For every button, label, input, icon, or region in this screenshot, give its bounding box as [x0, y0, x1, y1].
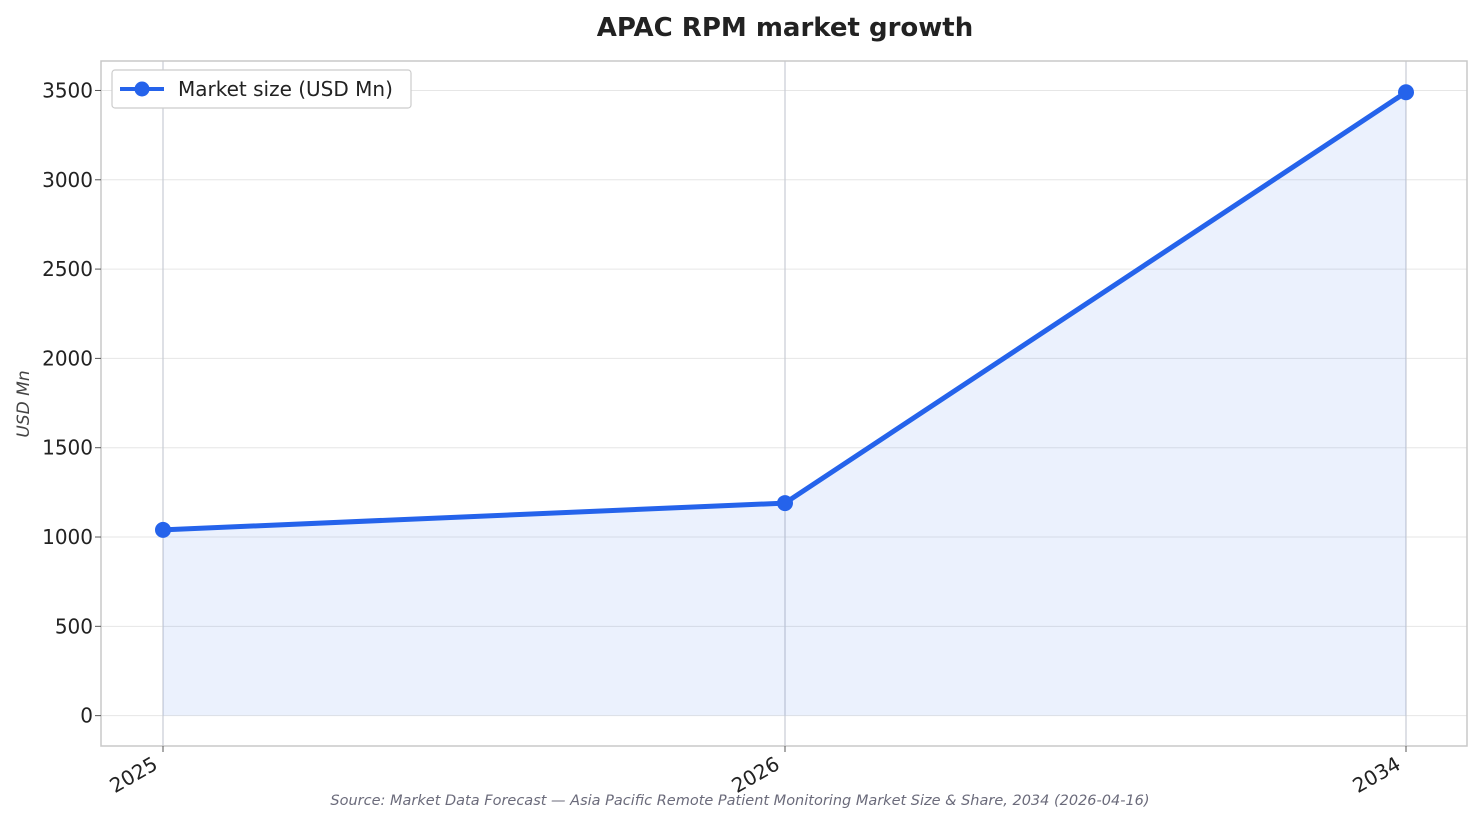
y-tick-label: 2000: [42, 346, 93, 370]
data-point: [777, 495, 793, 512]
source-note: Source: Market Data Forecast — Asia Paci…: [330, 793, 1149, 809]
y-tick-label: 3000: [42, 168, 93, 192]
x-tick-label: 2034: [1348, 752, 1404, 798]
y-axis-ticks: 0 500 1000 1500 2000 2500 3000 3500: [42, 78, 101, 728]
grid-layer: [101, 61, 1467, 746]
legend-box: [111, 69, 412, 109]
point-layer: [155, 84, 1414, 538]
y-tick-label: 3500: [42, 78, 93, 102]
area-layer: [163, 92, 1406, 716]
x-axis-ticks: 2025 2026 2034: [105, 746, 1407, 798]
plot-frame: [100, 60, 1468, 747]
legend: Market size (USD Mn): [111, 69, 412, 109]
x-tick-label: 2025: [105, 752, 161, 798]
series-area-fill: [163, 92, 1406, 716]
x-tick-label: 2026: [727, 752, 783, 798]
y-tick-label: 2500: [42, 257, 93, 281]
y-tick-label: 1500: [42, 436, 93, 460]
y-tick-label: 1000: [42, 525, 93, 549]
chart-title: APAC RPM market growth: [597, 13, 973, 43]
data-point: [1398, 84, 1414, 101]
legend-label: Market size (USD Mn): [178, 77, 393, 101]
data-point: [155, 521, 171, 538]
y-axis-label: USD Mn: [14, 370, 34, 437]
legend-marker: [134, 81, 150, 97]
y-tick-label: 0: [80, 704, 93, 728]
y-tick-label: 500: [55, 614, 93, 638]
